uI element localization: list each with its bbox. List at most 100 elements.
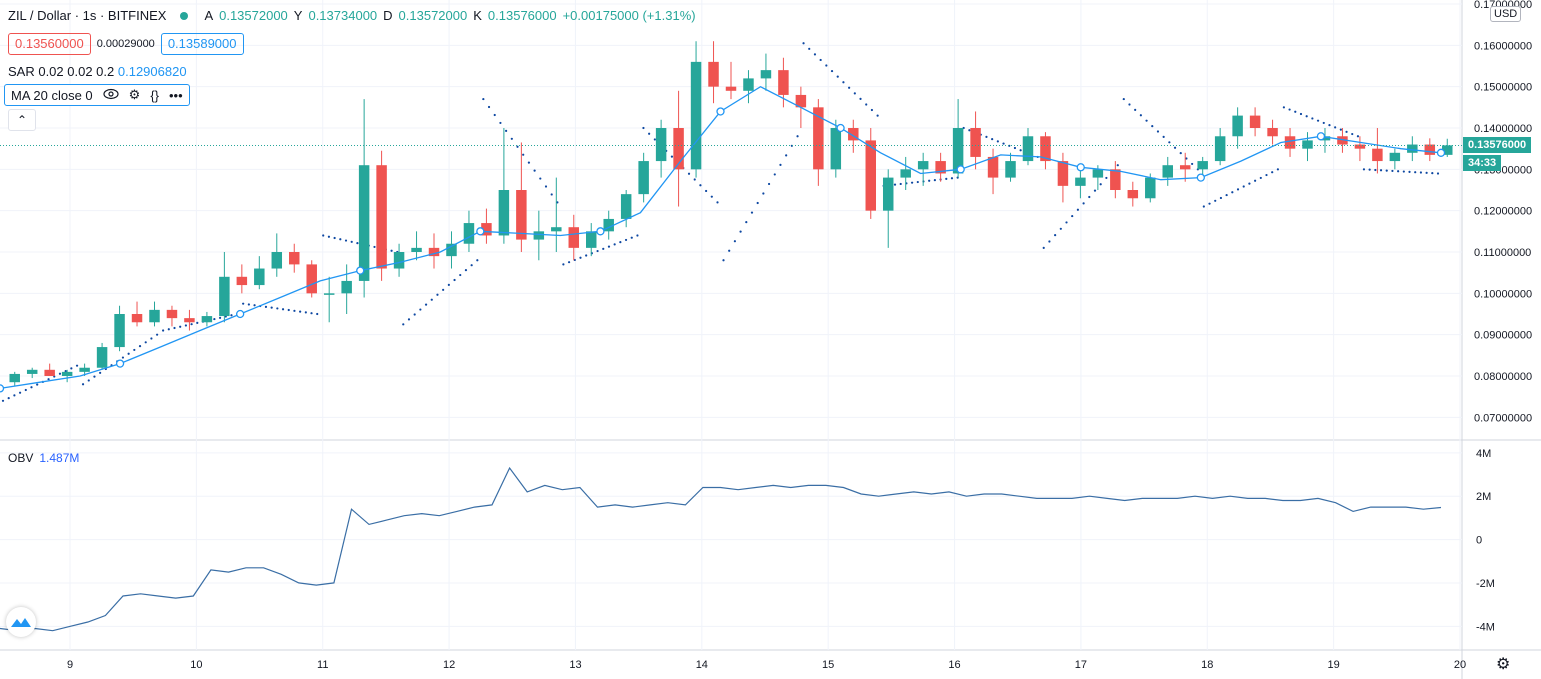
ma-marker [0,384,5,393]
sar-dot [1425,171,1428,174]
sar-dot [7,396,10,400]
candle-body [184,318,195,323]
sar-dot [1311,117,1314,120]
currency-button[interactable]: USD [1490,6,1522,22]
sar-dot [996,140,999,143]
candle-body [393,252,405,269]
sar-dot [853,92,856,95]
sar-dot [1088,195,1091,199]
candle-body [498,190,510,236]
sar-dot [373,245,376,249]
sar-dot [242,302,245,305]
sar-dot [693,178,696,181]
obv-series-line [0,466,1442,632]
time-tick-label: 20 [1454,659,1466,671]
buy-button[interactable]: 0.13589000 [160,33,244,55]
candle-body [917,161,929,170]
sar-label: SAR 0.02 0.02 0.2 [8,64,115,79]
obv-legend[interactable]: OBV 1.487M [8,451,79,465]
ohlc-close-key: K [473,8,482,23]
sell-button[interactable]: 0.13560000 [8,33,91,55]
sar-dot [453,278,456,282]
price-tick-label: 0.10000000 [1474,288,1532,300]
candle-body [952,128,964,174]
candle-body [428,247,440,257]
sar-dot [1139,114,1142,117]
sar-dot [1328,124,1331,127]
eye-icon[interactable] [103,88,119,103]
sar-dot [316,312,319,316]
candle-body [935,161,946,174]
sar-dot [796,135,799,138]
price-tick-label: 0.14000000 [1474,123,1532,135]
sar-dots [1,42,1440,402]
sar-dot [1305,115,1308,118]
chevron-up-icon: ⌃ [16,113,28,127]
candle-body [1179,165,1191,170]
sar-dot [87,379,90,382]
sar-dot [728,249,731,252]
sar-dot [848,86,851,89]
sar-dot [1242,185,1245,188]
last-price-tag: 0.13576000 [1463,136,1532,153]
sar-dot [1105,176,1108,180]
candle-body [690,61,702,170]
sar-dot [928,179,931,182]
chart-settings-gear-icon[interactable]: ⚙ [1496,656,1511,673]
sar-legend[interactable]: SAR 0.02 0.02 0.2 0.12906820 [8,64,187,79]
sar-dot [705,189,708,193]
candle-body [638,161,649,195]
sar-dot [47,378,50,381]
source-code-icon[interactable]: {} [150,87,159,103]
settings-icon[interactable]: ⚙ [128,87,141,102]
sar-dot [819,58,822,62]
more-icon[interactable]: ••• [169,87,183,103]
sar-dot [413,313,416,316]
tradingview-logo-icon[interactable] [6,607,36,637]
sar-dot [1356,135,1360,138]
sar-dot [70,367,73,370]
candle-body [813,107,824,170]
sar-dot [36,383,39,386]
candle-body [1372,148,1383,162]
sar-dot [1374,168,1377,172]
time-tick-label: 18 [1201,659,1213,671]
candle-body [1022,136,1034,162]
ma-marker [1196,173,1205,182]
collapse-legend-button[interactable]: ⌃ [8,109,36,131]
candle-body [463,223,475,244]
candle-body [236,276,248,286]
ohlc-open-key: A [204,8,214,23]
sar-dot [779,163,782,166]
time-tick-label: 19 [1328,659,1340,671]
symbol-title[interactable]: ZIL / Dollar · 1s · BITFINEX [8,8,167,23]
sar-dot [516,145,519,148]
sar-dot [836,75,839,78]
candle-body [743,78,754,91]
price-tick-label: 0.07000000 [1474,412,1532,424]
candle-body [620,194,632,219]
candle-body [1005,161,1016,178]
price-tick-label: 0.08000000 [1474,371,1532,383]
sar-dot [1,399,5,402]
sar-dot [196,321,199,325]
candle-body [79,367,90,372]
sar-dot [1436,172,1440,175]
obv-tick-label: 2M [1476,491,1491,503]
sar-dot [624,238,628,242]
sar-dot [859,97,862,101]
candle-body [848,128,859,141]
sar-dot [785,154,788,157]
countdown-tag: 34:33 [1463,154,1502,171]
candle-body [341,280,352,294]
sar-dot [1345,130,1348,133]
sar-dot [350,240,353,243]
sar-dot [1214,199,1217,202]
candle-body [568,227,580,248]
obv-value: 1.487M [39,451,80,465]
time-tick-label: 17 [1075,659,1087,671]
time-tick-label: 10 [190,659,202,671]
ma-legend[interactable]: MA 20 close 0 ⚙ {} ••• [4,84,190,106]
candle-body [900,169,911,178]
